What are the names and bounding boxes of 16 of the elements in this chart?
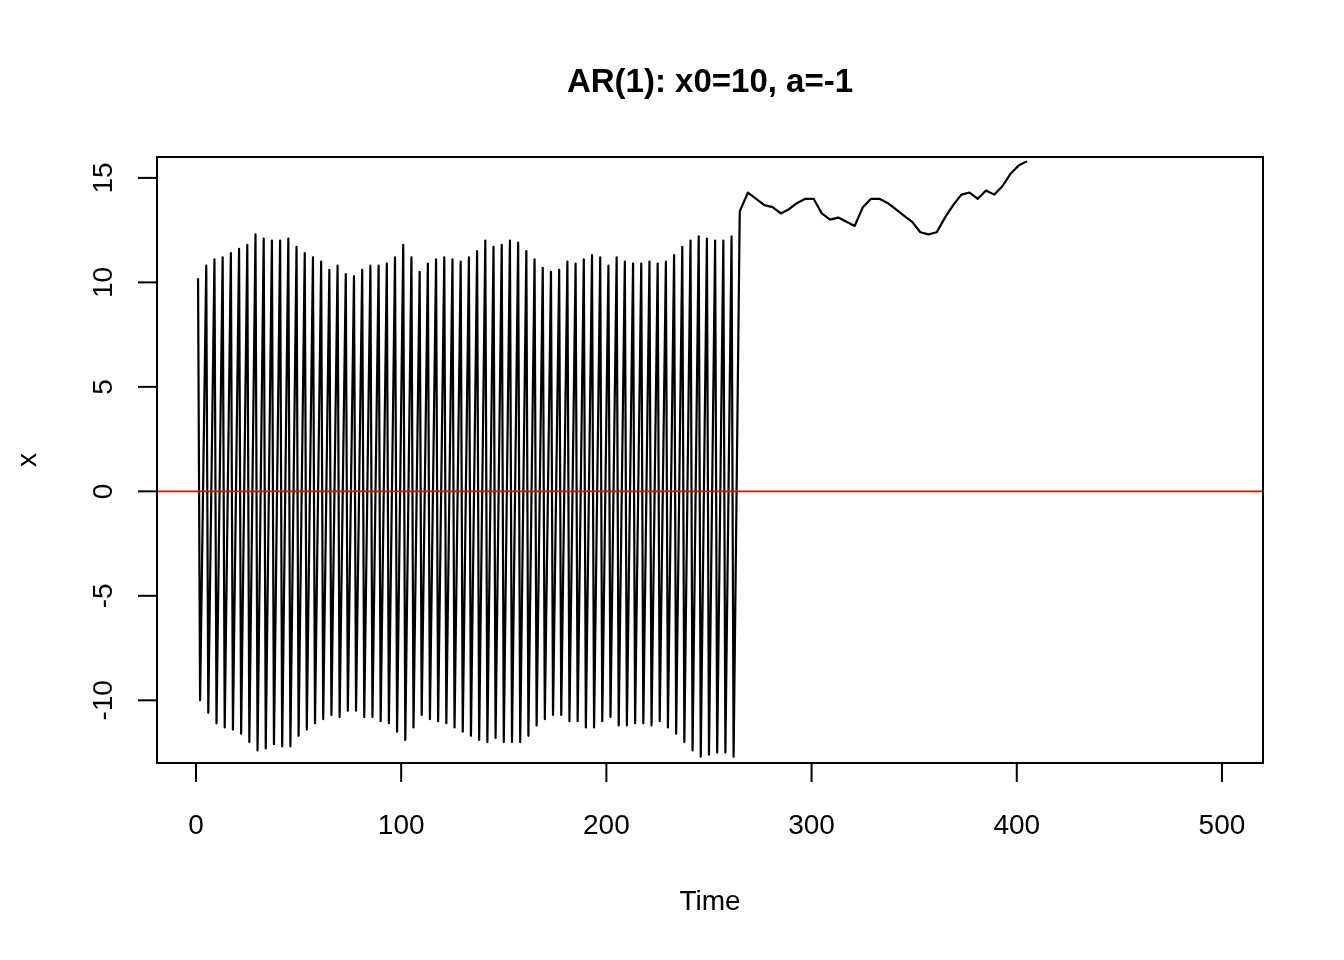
x-tick-label: 0 (188, 809, 204, 840)
y-tick-label: -5 (87, 583, 118, 609)
y-tick-label: 5 (87, 379, 118, 395)
x-axis-title: Time (679, 885, 741, 916)
x-tick-label: 400 (993, 809, 1041, 840)
line-series (196, 160, 1029, 758)
x-tick-label: 100 (377, 809, 425, 840)
y-tick-label: 0 (87, 483, 118, 500)
y-tick-label: -10 (87, 680, 118, 721)
x-tick-label: 300 (788, 809, 835, 840)
y-axis-title: x (11, 453, 42, 467)
x-tick-label: 200 (583, 809, 630, 840)
chart-title: AR(1): x0=10, a=-1 (566, 62, 854, 99)
y-tick-label: 10 (87, 266, 118, 298)
y-tick-label: 15 (87, 162, 118, 194)
x-tick-label: 500 (1198, 809, 1246, 840)
